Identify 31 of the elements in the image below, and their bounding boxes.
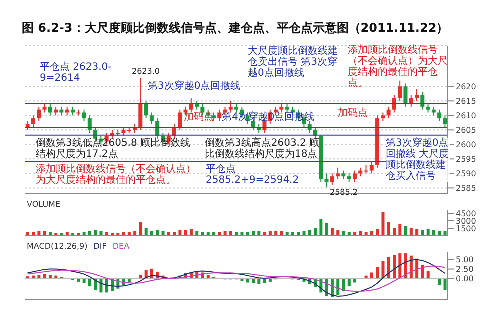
y-tick-label: 2590 — [456, 170, 476, 179]
annotation: 大尺度顾比倒数线建仓卖出信号 第3次穿越0点回撤线 — [248, 46, 339, 79]
annotation: 加码点 — [338, 108, 369, 119]
annotation: 第3次穿越0点回撤线 大尺度顾比倒数线建仓买入信号 — [386, 138, 450, 182]
text: DEA — [112, 242, 130, 251]
y-tick-label: 2585 — [456, 184, 476, 194]
y-tick-label: 1500 — [456, 224, 476, 234]
chart-title: MACD(12,26,9) — [27, 242, 88, 251]
annotation: 2585.2 — [330, 187, 359, 198]
chart-title: 图 6.2-3：大尺度顾比倒数线信号点、建仓点、平仓点示意图（2011.11.22） — [22, 20, 449, 37]
annotation: 倒数第3线低点2605.8 顾比倒数线结构尺度为17.2点 — [36, 138, 192, 160]
annotation: 2623.0 — [132, 66, 161, 77]
annotation: 添加顾比倒数线信号（不会确认点）为大尺度结构的最佳的平仓点。 — [36, 164, 197, 186]
y-tick-label: 2600 — [456, 140, 476, 150]
annotation: 添加顾比倒数线信号（不会确认点）为大尺度结构的最佳的平仓点。 — [348, 45, 448, 89]
y-tick-label: 4500 — [456, 209, 476, 218]
text: DIF — [94, 242, 107, 251]
y-tick-label: 2.50 — [456, 265, 474, 274]
y-tick-label: 0.00 — [456, 274, 474, 284]
y-tick-label: 5.00 — [456, 256, 474, 265]
annotation: 平仓点 2585.2+9=2594.2 — [206, 164, 300, 186]
y-tick-label: 2610 — [456, 111, 476, 120]
annotation: 加码点 — [184, 112, 215, 123]
annotation: 平仓点 2623.0-9=2614 — [40, 62, 113, 84]
chart-title: VOLUME — [27, 200, 60, 209]
y-tick-label: 2605 — [456, 126, 476, 135]
y-tick-label: 2615 — [456, 96, 476, 106]
annotation: 第3次穿越0点回撤线 — [148, 81, 242, 92]
y-tick-label: 3000 — [456, 216, 476, 226]
y-tick-label: 2620 — [456, 82, 476, 92]
y-tick-label: 2595 — [456, 155, 476, 164]
